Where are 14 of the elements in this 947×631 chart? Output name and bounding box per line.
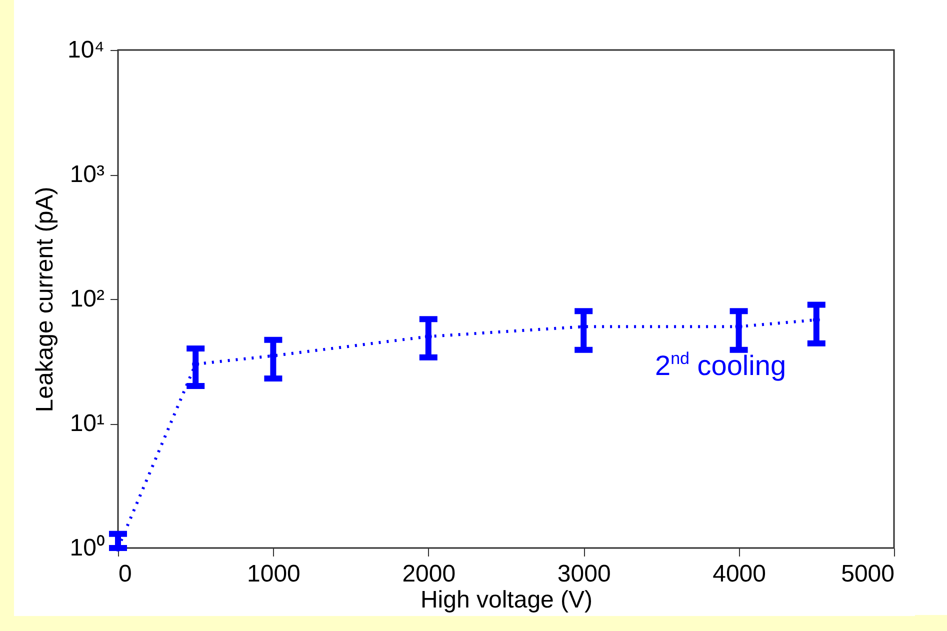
y-axis-title: Leakage current (pA) <box>31 186 58 412</box>
x-tick-label: 5000 <box>841 560 894 588</box>
x-tick-label: 4000 <box>712 560 766 588</box>
x-tick-label: 3000 <box>557 560 611 588</box>
x-axis-title: High voltage (V) <box>420 586 593 614</box>
y-tick-label: 10² <box>70 286 105 312</box>
y-tick-label: 10⁴ <box>67 36 104 64</box>
y-tick-label: 10³ <box>70 161 105 188</box>
x-tick-label: 1000 <box>247 560 300 588</box>
x-tick-label: 0 <box>118 560 132 588</box>
annotation: 2$^{nd}$ cooling <box>655 349 786 381</box>
y-tick-label: 10⁰ <box>70 534 104 562</box>
y-tick-label: 10¹ <box>70 410 105 437</box>
x-tick-label: 2000 <box>402 560 456 588</box>
